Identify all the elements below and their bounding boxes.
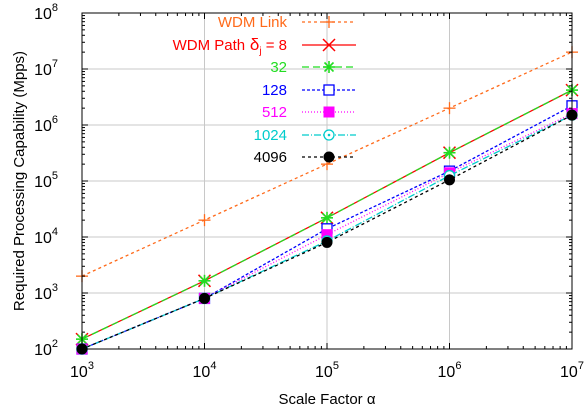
- legend-label: 512: [262, 104, 287, 121]
- x-tick-label: 107: [560, 360, 584, 381]
- x-tick-label: 103: [70, 360, 94, 381]
- data-point: [321, 211, 333, 224]
- legend-item-32: 32: [270, 59, 356, 76]
- legend-label: 1024: [254, 127, 287, 144]
- x-tick-label: 104: [193, 360, 217, 381]
- data-point: [199, 292, 210, 304]
- legend-item-512: 512: [262, 104, 356, 121]
- legend-label: WDM Path δj = 8: [173, 35, 287, 57]
- y-tick-label: 104: [34, 226, 58, 247]
- data-point: [198, 214, 211, 227]
- y-axis-title: Required Processing Capability (Mpps): [11, 51, 28, 311]
- y-tick-label: 108: [34, 2, 58, 23]
- legend: WDM Link WDM Path δj = 8 32 128 512 1024 4096: [173, 14, 356, 166]
- legend-label: 128: [262, 82, 287, 99]
- legend-item-wdm-link: WDM Link: [218, 14, 356, 31]
- y-tick-label: 106: [34, 114, 58, 135]
- series-line: [82, 105, 572, 349]
- data-point: [321, 236, 333, 248]
- y-tick-label: 105: [34, 170, 58, 191]
- legend-label: 4096: [254, 149, 287, 166]
- data-point: [323, 106, 335, 118]
- data-point: [323, 84, 335, 96]
- legend-label: WDM Link: [218, 14, 288, 31]
- y-tick-label: 107: [34, 58, 58, 79]
- data-point: [198, 274, 211, 287]
- series-4096: [76, 109, 578, 355]
- grid: [81, 12, 573, 350]
- legend-label: 32: [270, 59, 287, 76]
- x-axis-title: Scale Factor α: [278, 391, 375, 408]
- axis-ticks: 103 104 105 106 107 102 103 104 105 106 107 108: [34, 2, 584, 381]
- data-point: [322, 38, 336, 52]
- legend-item-4096: 4096: [254, 149, 356, 166]
- x-tick-label: 106: [438, 360, 462, 381]
- x-tick-label: 105: [315, 360, 339, 381]
- data-point: [323, 61, 335, 73]
- data-point: [323, 151, 335, 163]
- series-line: [82, 89, 572, 340]
- y-tick-label: 102: [34, 338, 58, 359]
- data-point: [444, 174, 455, 186]
- data-point: [443, 102, 456, 115]
- legend-item-128: 128: [262, 82, 356, 99]
- legend-item-wdm-path: WDM Path δj = 8: [173, 35, 356, 57]
- series-32: [76, 84, 578, 346]
- data-point: [323, 129, 335, 141]
- y-tick-label: 103: [34, 282, 58, 303]
- legend-item-1024: 1024: [254, 127, 356, 144]
- data-point: [443, 146, 456, 159]
- data-point: [323, 16, 335, 28]
- series-line: [82, 114, 572, 349]
